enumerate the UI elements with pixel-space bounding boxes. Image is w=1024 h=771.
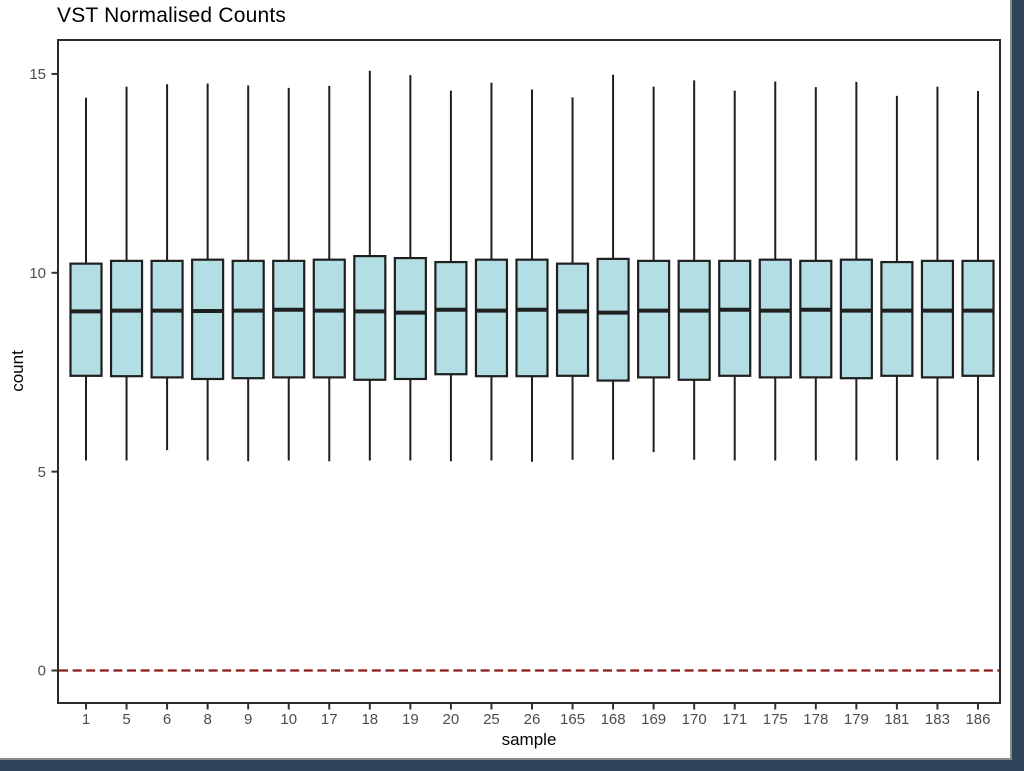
box-iqr (799, 259, 833, 379)
box-iqr (880, 260, 914, 377)
boxplot-sample-175 (758, 81, 792, 461)
boxplot-sample-5 (109, 86, 144, 461)
box-iqr (69, 262, 103, 377)
box-iqr (191, 258, 225, 381)
boxplot-sample-18 (353, 70, 387, 461)
window-edge-right (1012, 0, 1024, 771)
boxplot-sample-10 (272, 87, 306, 461)
chart-title: VST Normalised Counts (57, 4, 287, 27)
box-iqr (515, 258, 549, 378)
boxplot-sample-6 (150, 84, 184, 451)
box-iqr (637, 259, 671, 379)
x-tick-label: 25 (483, 711, 500, 728)
boxplot-sample-171 (718, 90, 752, 461)
boxplot-sample-169 (637, 86, 671, 453)
boxplot-sample-178 (799, 87, 833, 461)
window-edge-bottom (0, 760, 1024, 771)
window-edge-separator-right (1010, 0, 1012, 758)
box-iqr (474, 258, 509, 378)
boxplot-sample-20 (434, 90, 468, 462)
boxplot-sample-1 (69, 97, 103, 461)
box-iqr (272, 259, 306, 379)
figure-background: VST Normalised Counts count 0 5 10 15 1 5 6 8 9 1… (8, 4, 1001, 749)
box-iqr (718, 259, 752, 377)
x-tick-label: 178 (803, 711, 828, 728)
x-tick-label: 175 (763, 711, 788, 728)
boxplot-sample-8 (191, 83, 225, 461)
boxplot-sample-183 (920, 86, 955, 460)
boxplot-sample-19 (393, 75, 427, 461)
x-tick-label: 17 (321, 711, 338, 728)
boxplot-sample-26 (515, 89, 549, 462)
boxplot-sample-186 (961, 91, 995, 461)
x-tick-label: 9 (244, 711, 252, 728)
boxplot-sample-179 (839, 81, 873, 461)
boxplot-sample-181 (880, 95, 914, 461)
x-tick-label: 8 (203, 711, 211, 728)
x-tick-label: 165 (560, 711, 585, 728)
box-iqr (150, 259, 184, 379)
x-tick-label: 171 (722, 711, 747, 728)
x-tick-label: 5 (122, 711, 130, 728)
x-tick-label: 1 (82, 711, 90, 728)
x-tick-label: 179 (844, 711, 869, 728)
x-tick-label: 183 (925, 711, 950, 728)
box-iqr (353, 254, 387, 381)
x-tick-label: 10 (280, 711, 297, 728)
boxplot-sample-170 (677, 80, 711, 460)
box-iqr (961, 259, 995, 377)
boxplot-sample-25 (474, 82, 509, 461)
box-iqr (109, 259, 144, 378)
x-tick-label: 20 (443, 711, 460, 728)
box-iqr (758, 258, 792, 379)
y-tick-label: 15 (29, 66, 46, 83)
box-iqr (677, 259, 711, 381)
x-tick-label: 6 (163, 711, 171, 728)
x-tick-label: 181 (884, 711, 909, 728)
x-axis-title: sample (501, 730, 557, 749)
y-tick-label: 5 (38, 464, 46, 481)
panel-border (57, 39, 1001, 704)
x-tick-label: 168 (601, 711, 626, 728)
x-tick-label: 169 (641, 711, 666, 728)
box-iqr (555, 262, 590, 377)
x-tick-label: 26 (524, 711, 541, 728)
box-iqr (839, 258, 873, 380)
window-edge-separator-bottom (0, 758, 1012, 760)
box-iqr (393, 256, 427, 381)
boxplot-sample-17 (312, 85, 346, 462)
box-iqr (231, 259, 265, 380)
x-tick-label: 170 (682, 711, 707, 728)
boxplot-sample-9 (231, 85, 265, 462)
y-tick-label: 10 (29, 265, 46, 282)
boxplot-sample-168 (596, 74, 630, 460)
y-tick-label: 0 (38, 663, 46, 680)
box-iqr (920, 259, 955, 379)
boxplot-sample-165 (555, 97, 590, 460)
x-tick-label: 18 (361, 711, 378, 728)
x-tick-label: 19 (402, 711, 419, 728)
box-iqr (434, 260, 468, 376)
box-iqr (596, 257, 630, 382)
x-tick-label: 186 (965, 711, 990, 728)
box-iqr (312, 258, 346, 379)
